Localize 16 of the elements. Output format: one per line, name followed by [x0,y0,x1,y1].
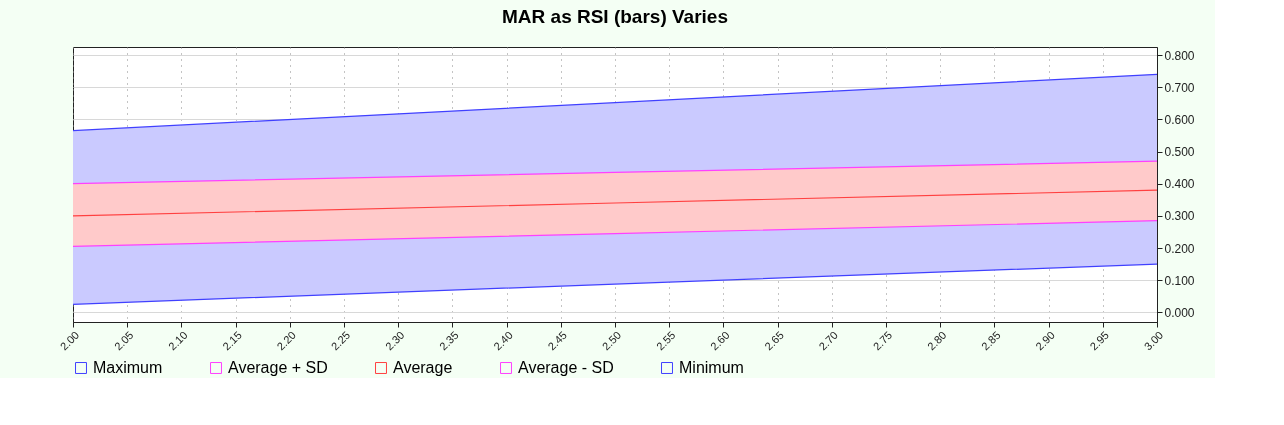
legend-label: Minimum [679,359,744,376]
y-tick-label: 0.500 [1164,145,1195,160]
y-tick-label: 0.000 [1164,305,1195,320]
legend-label: Maximum [93,359,163,376]
y-tick-label: 0.700 [1164,80,1195,95]
y-tick-label: 0.200 [1164,241,1195,256]
chart-title: MAR as RSI (bars) Varies [502,6,728,27]
legend-label: Average - SD [518,359,614,376]
legend-label: Average + SD [228,359,328,376]
y-tick-label: 0.100 [1164,273,1195,288]
x-tick-label: 3.00 [1141,328,1166,353]
y-tick-label: 0.400 [1164,177,1195,192]
y-tick-label: 0.300 [1164,209,1195,224]
y-tick-label: 0.600 [1164,112,1195,127]
legend-label: Average [393,359,453,376]
y-tick-label: 0.800 [1164,48,1195,63]
